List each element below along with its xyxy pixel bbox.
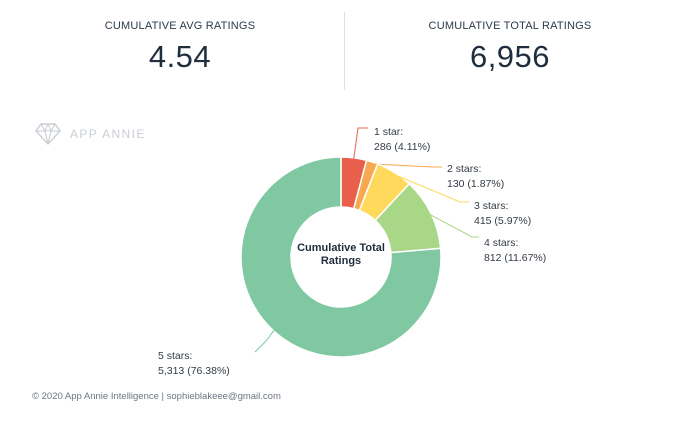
kpi-total-value: 6,956 [469,39,551,74]
donut-center-label-1: Cumulative Total [297,242,385,254]
watermark-text: APP ANNIE [70,127,146,141]
kpi-total-label: CUMULATIVE TOTAL RATINGS [428,20,592,32]
diamond-logo-icon [35,122,61,146]
leader-line-5 [254,328,276,353]
kpi-divider [344,12,345,90]
leader-line-2 [371,163,442,168]
kpi-total-ratings: CUMULATIVE TOTAL RATINGS 6,956 [345,20,675,75]
app-annie-watermark: APP ANNIE [35,122,146,146]
slice-value-label-1: 286 (4.11%) [374,141,430,153]
slice-label-3: 3 stars: [474,200,508,212]
slice-value-label-4: 812 (11.67%) [484,252,546,264]
slice-label-5: 5 stars: [158,350,192,362]
leader-line-4 [428,213,479,238]
kpi-avg-value: 4.54 [148,39,212,74]
slice-value-label-2: 130 (1.87%) [447,178,504,190]
leader-line-3 [393,173,469,203]
slice-label-2: 2 stars: [447,163,481,175]
kpi-avg-ratings: CUMULATIVE AVG RATINGS 4.54 [15,20,345,75]
kpi-avg-label: CUMULATIVE AVG RATINGS [104,20,256,32]
slice-label-4: 4 stars: [484,237,518,249]
donut-slice-5[interactable] [240,156,442,358]
slice-value-label-5: 5,313 (76.38%) [158,365,230,377]
donut-center-label-2: Ratings [321,255,361,267]
slice-label-1: 1 star: [374,126,403,138]
leader-line-1 [353,127,368,160]
footer-copyright: © 2020 App Annie Intelligence | sophiebl… [32,391,281,402]
slice-value-label-3: 415 (5.97%) [474,215,531,227]
